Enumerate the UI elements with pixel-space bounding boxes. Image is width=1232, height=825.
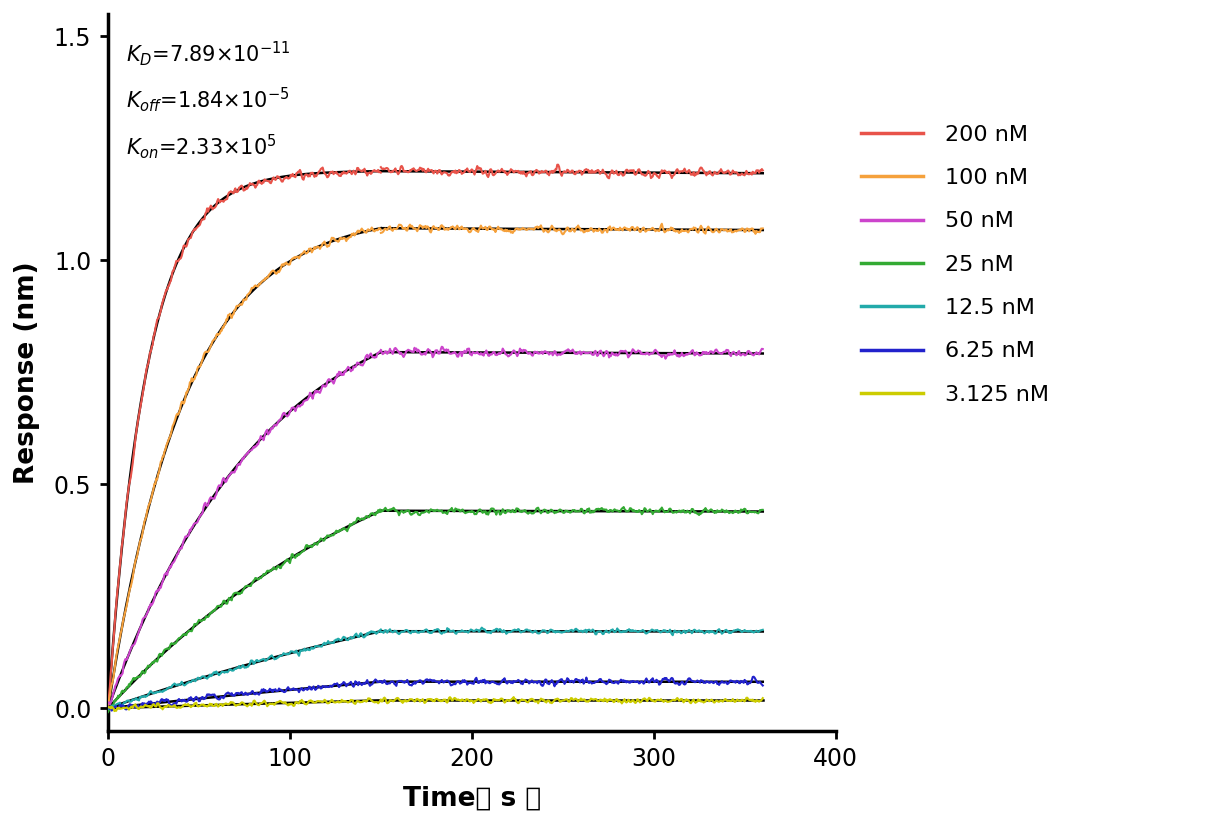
X-axis label: Time（ s ）: Time（ s ） (403, 785, 541, 811)
Legend: 200 nM, 100 nM, 50 nM, 25 nM, 12.5 nM, 6.25 nM, 3.125 nM: 200 nM, 100 nM, 50 nM, 25 nM, 12.5 nM, 6… (854, 118, 1056, 412)
Text: $K_D$=7.89×10$^{-11}$
$K_{off}$=1.84×10$^{-5}$
$K_{on}$=2.33×10$^{5}$: $K_D$=7.89×10$^{-11}$ $K_{off}$=1.84×10$… (126, 39, 291, 161)
Y-axis label: Response (nm): Response (nm) (14, 261, 39, 483)
